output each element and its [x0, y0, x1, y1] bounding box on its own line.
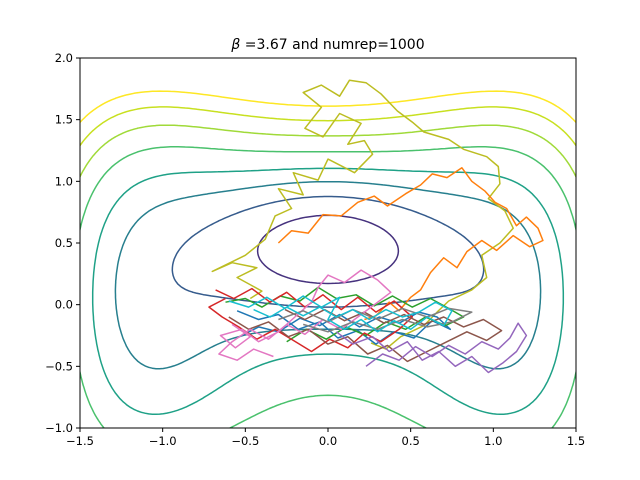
title-symbol: β: [230, 37, 240, 53]
trajectory-line-6: [218, 269, 392, 361]
trajectory-line-9: [228, 295, 453, 333]
y-tick-label: −0.5: [45, 359, 73, 373]
y-tick-label: 0.0: [55, 298, 73, 312]
x-tick-label: 0.5: [402, 434, 420, 448]
x-tick-label: −1.5: [66, 434, 94, 448]
y-tick-label: 2.0: [55, 51, 73, 65]
x-tick-label: 1.0: [484, 434, 502, 448]
contour-level-5: [80, 146, 576, 428]
trajectory-line-2: [236, 310, 452, 345]
trajectory-line-0: [211, 79, 514, 350]
contour-level-8: [80, 90, 576, 124]
y-tick-label: 0.5: [55, 236, 73, 250]
chart-title: β =3.67 and numrep=1000: [230, 37, 424, 53]
y-tick-label: 1.5: [55, 113, 73, 127]
x-tick-label: 0.0: [319, 434, 337, 448]
contour-lines: [80, 90, 576, 428]
trajectory-line-4: [208, 287, 414, 353]
x-tick-label: −0.5: [231, 434, 259, 448]
contour-level-1: [256, 214, 400, 285]
trajectory-line-3: [225, 286, 465, 343]
contour-level-7: [80, 106, 576, 147]
y-axis: −1.0 −0.5 0.0 0.5 1.0 1.5 2.0: [45, 51, 80, 435]
y-tick-label: 1.0: [55, 174, 73, 188]
trajectory-lines: [208, 79, 544, 374]
y-tick-label: −1.0: [45, 421, 73, 435]
x-tick-label: −1.0: [149, 434, 177, 448]
contour-level-4: [91, 167, 565, 416]
title-text: =3.67 and numrep=1000: [240, 37, 424, 53]
trajectory-line-1: [277, 167, 544, 321]
trajectory-line-5: [228, 308, 503, 363]
x-tick-label: 1.5: [567, 434, 585, 448]
plot-background: [80, 58, 576, 428]
contour-level-6: [80, 124, 576, 428]
trajectory-line-8: [335, 322, 528, 374]
x-axis: −1.5 −1.0 −0.5 0.0 0.5 1.0 1.5: [66, 428, 585, 448]
